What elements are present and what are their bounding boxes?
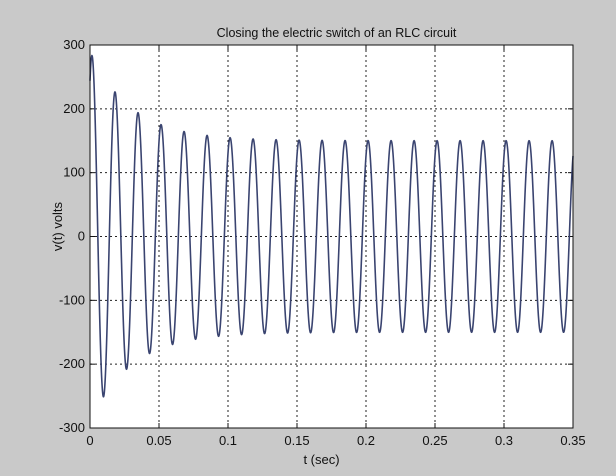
y-tick-label: 300 bbox=[63, 37, 85, 52]
y-tick-label: 0 bbox=[78, 229, 85, 244]
x-tick-label: 0.3 bbox=[495, 433, 513, 448]
y-tick-label: 100 bbox=[63, 165, 85, 180]
x-tick-label: 0.05 bbox=[146, 433, 171, 448]
x-tick-label: 0.1 bbox=[219, 433, 237, 448]
y-tick-label: -300 bbox=[59, 420, 85, 435]
y-tick-label: -200 bbox=[59, 356, 85, 371]
chart-title: Closing the electric switch of an RLC ci… bbox=[217, 26, 457, 40]
x-tick-label: 0.15 bbox=[284, 433, 309, 448]
plot-frame bbox=[89, 44, 574, 429]
grid bbox=[90, 45, 573, 428]
series-layer bbox=[89, 54, 574, 398]
x-tick-labels: 0 0.05 0.1 0.15 0.2 0.25 0.3 0.35 bbox=[86, 433, 585, 448]
series-line bbox=[89, 54, 574, 398]
x-axis-label: t (sec) bbox=[303, 452, 339, 467]
x-tick-label: 0.2 bbox=[357, 433, 375, 448]
y-tick-labels: -300 -200 -100 0 100 200 300 bbox=[59, 37, 85, 435]
y-axis-label: v(t) volts bbox=[50, 201, 65, 251]
x-tick-label: 0 bbox=[86, 433, 93, 448]
x-tick-label: 0.35 bbox=[560, 433, 585, 448]
y-tick-label: 200 bbox=[63, 101, 85, 116]
x-tick-label: 0.25 bbox=[422, 433, 447, 448]
y-tick-label: -100 bbox=[59, 292, 85, 307]
